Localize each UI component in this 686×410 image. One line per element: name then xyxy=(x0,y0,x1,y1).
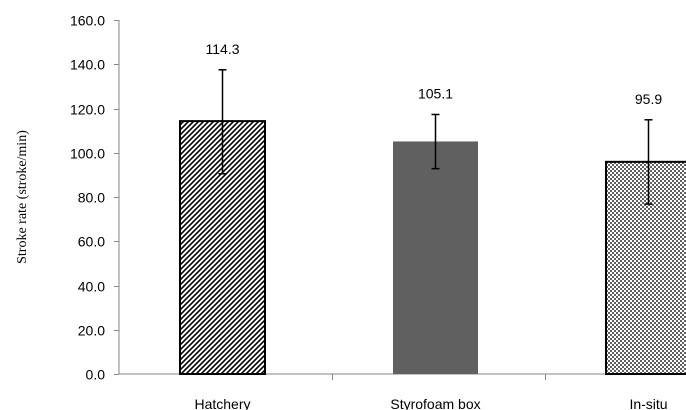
y-tick-label: 80.0 xyxy=(78,190,105,206)
y-tick-label: 40.0 xyxy=(78,279,105,295)
y-tick-label: 20.0 xyxy=(78,323,105,339)
labels: 0.0 20.0 40.0 60.0 80.0 100.0 120.0 140.0 160.0 1… xyxy=(70,13,668,410)
data-label: 114.3 xyxy=(206,41,240,57)
y-tick-label: 100.0 xyxy=(70,146,105,162)
x-category-label: Styrofoam box xyxy=(390,396,480,410)
y-tick-label: 120.0 xyxy=(70,102,105,118)
data-label: 95.9 xyxy=(635,91,662,107)
y-tick-label: 60.0 xyxy=(78,234,105,250)
y-axis-title: Stroke rate (stroke/min) xyxy=(15,130,30,264)
bar-styrofoam-box xyxy=(393,141,478,374)
data-label: 105.1 xyxy=(418,85,453,101)
x-category-label: In-situ xyxy=(629,396,667,410)
y-tick-label: 140.0 xyxy=(70,57,105,73)
bar-in-situ xyxy=(605,160,686,375)
y-tick-label: 160.0 xyxy=(70,13,105,29)
bars xyxy=(179,69,686,375)
y-tick-label: 0.0 xyxy=(86,367,106,383)
x-category-label: Hatchery xyxy=(194,396,250,410)
